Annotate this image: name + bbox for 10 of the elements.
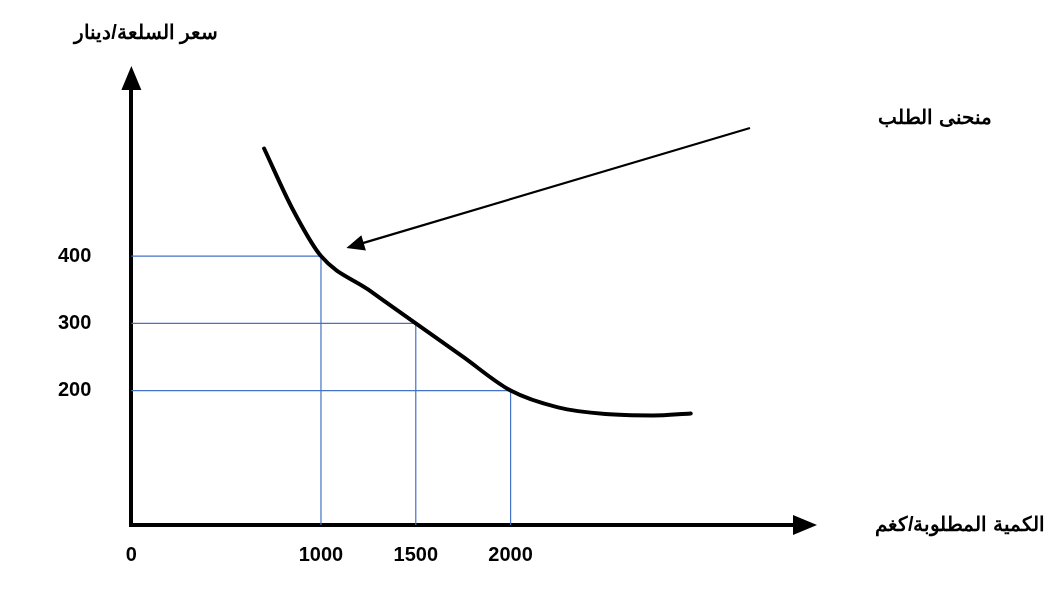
x-tick-label: 1000 bbox=[298, 542, 344, 565]
text: منحنى الطلب bbox=[878, 105, 992, 128]
y-tick-label: 400 bbox=[57, 243, 92, 266]
y-tick-label: 300 bbox=[57, 310, 92, 333]
x-tick-label: 1500 bbox=[393, 542, 439, 565]
y-axis-title: سعر السلعة/دينار bbox=[72, 20, 219, 45]
x-tick-label: 0 bbox=[125, 542, 137, 565]
x-tick-label: 2000 bbox=[488, 542, 533, 565]
x-axis-title: الكمية المطلوبة/كغم bbox=[874, 512, 1045, 537]
y-tick-label: 200 bbox=[57, 378, 92, 401]
